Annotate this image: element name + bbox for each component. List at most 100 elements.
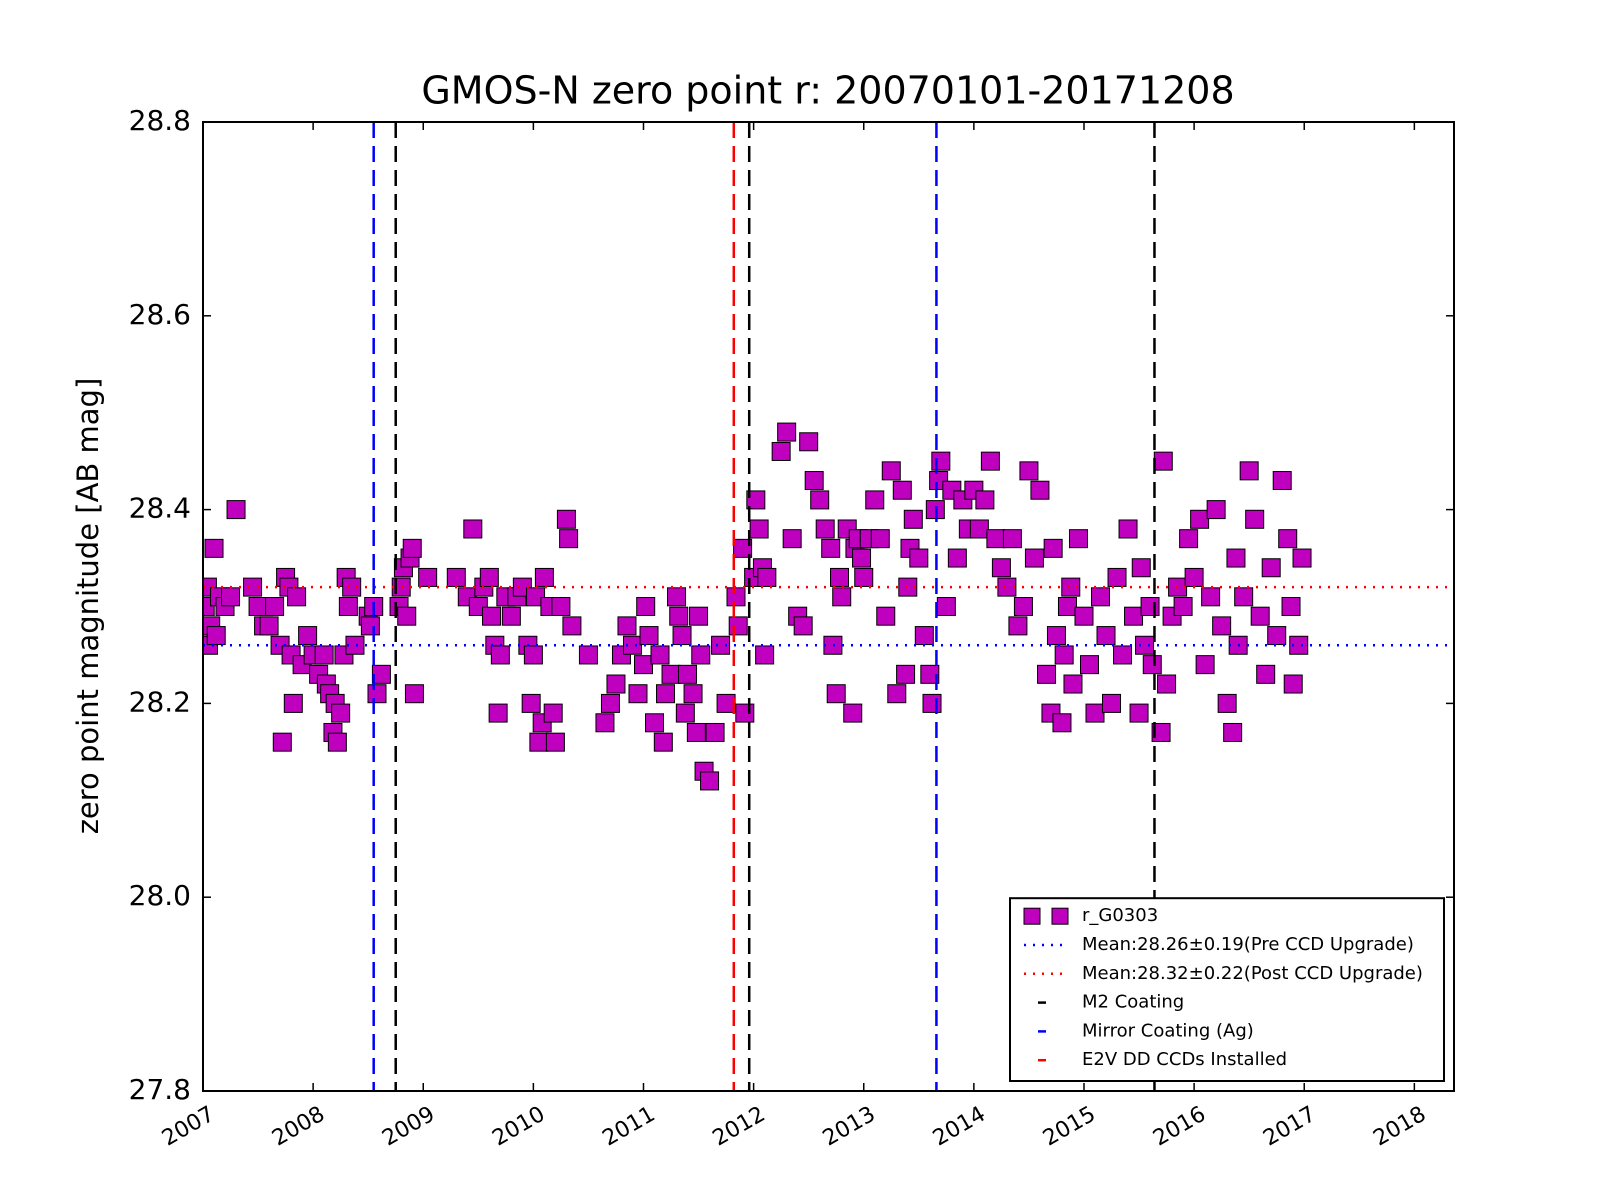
point bbox=[534, 567, 554, 587]
point bbox=[1024, 548, 1044, 568]
point bbox=[1107, 567, 1127, 587]
point bbox=[746, 490, 766, 510]
point bbox=[633, 655, 653, 675]
point bbox=[1013, 597, 1033, 616]
point bbox=[749, 519, 769, 539]
point bbox=[1278, 529, 1298, 549]
point bbox=[203, 597, 215, 616]
point bbox=[1068, 529, 1088, 549]
y-tick-label: 27.8 bbox=[129, 1073, 191, 1106]
point bbox=[1201, 587, 1221, 607]
y-tick-label: 28.0 bbox=[129, 879, 191, 912]
point bbox=[832, 587, 852, 607]
point bbox=[298, 626, 318, 646]
point bbox=[726, 587, 746, 607]
point bbox=[755, 645, 775, 665]
point bbox=[1091, 587, 1111, 607]
legend-marker bbox=[1051, 907, 1069, 925]
plot-area bbox=[203, 122, 1454, 1091]
point bbox=[1063, 674, 1083, 694]
point bbox=[327, 732, 347, 752]
point bbox=[331, 703, 351, 723]
point bbox=[243, 577, 263, 597]
point bbox=[221, 587, 241, 607]
point bbox=[371, 664, 391, 684]
point bbox=[529, 732, 549, 752]
point bbox=[669, 606, 689, 626]
point bbox=[650, 645, 670, 665]
point bbox=[287, 587, 307, 607]
point bbox=[1173, 597, 1193, 616]
point bbox=[892, 480, 912, 500]
y-tick-label: 28.4 bbox=[129, 492, 191, 525]
point bbox=[799, 432, 819, 452]
point bbox=[1019, 461, 1039, 481]
point bbox=[826, 684, 846, 704]
point bbox=[521, 693, 541, 713]
point bbox=[490, 645, 510, 665]
point bbox=[672, 626, 692, 646]
point bbox=[1129, 703, 1149, 723]
point bbox=[909, 548, 929, 568]
point bbox=[1046, 626, 1066, 646]
legend-label: Mirror Coating (Ag) bbox=[1082, 1020, 1254, 1041]
point bbox=[248, 597, 268, 616]
point bbox=[559, 529, 579, 549]
point bbox=[1135, 635, 1155, 655]
point bbox=[896, 664, 916, 684]
point bbox=[1030, 480, 1050, 500]
point bbox=[793, 616, 813, 636]
point bbox=[1168, 577, 1188, 597]
point bbox=[551, 597, 571, 616]
point bbox=[1261, 558, 1281, 578]
point bbox=[1124, 606, 1144, 626]
y-tick-label: 28.8 bbox=[129, 104, 191, 137]
point bbox=[600, 693, 620, 713]
point bbox=[1054, 645, 1074, 665]
axes-frame bbox=[202, 121, 1455, 1092]
point bbox=[1234, 587, 1254, 607]
point bbox=[1052, 713, 1072, 733]
point bbox=[757, 567, 777, 587]
point bbox=[920, 664, 940, 684]
point bbox=[1226, 548, 1246, 568]
point bbox=[545, 732, 565, 752]
legend-label: r_G0303 bbox=[1082, 905, 1158, 926]
point bbox=[711, 635, 731, 655]
point bbox=[367, 684, 387, 704]
point bbox=[1272, 471, 1292, 491]
point bbox=[922, 693, 942, 713]
point bbox=[969, 519, 989, 539]
point bbox=[283, 693, 303, 713]
point bbox=[645, 713, 665, 733]
point bbox=[1002, 529, 1022, 549]
point bbox=[852, 548, 872, 568]
point bbox=[1289, 635, 1309, 655]
point bbox=[265, 597, 285, 616]
point bbox=[854, 567, 874, 587]
point bbox=[881, 461, 901, 481]
point bbox=[204, 538, 224, 558]
point bbox=[686, 722, 706, 742]
point bbox=[1239, 461, 1259, 481]
point bbox=[975, 490, 995, 510]
point bbox=[418, 567, 438, 587]
point bbox=[402, 538, 422, 558]
point bbox=[595, 713, 615, 733]
point bbox=[1096, 626, 1116, 646]
point bbox=[1153, 451, 1173, 471]
point bbox=[446, 567, 466, 587]
y-axis-label: zero point magnitude [AB mag] bbox=[71, 378, 105, 835]
point bbox=[501, 606, 521, 626]
point bbox=[463, 519, 483, 539]
point bbox=[479, 567, 499, 587]
point bbox=[345, 635, 365, 655]
point bbox=[1223, 722, 1243, 742]
point bbox=[206, 626, 226, 646]
point bbox=[226, 500, 246, 520]
point bbox=[876, 606, 896, 626]
point bbox=[526, 587, 546, 607]
point bbox=[986, 529, 1006, 549]
point bbox=[1281, 597, 1301, 616]
